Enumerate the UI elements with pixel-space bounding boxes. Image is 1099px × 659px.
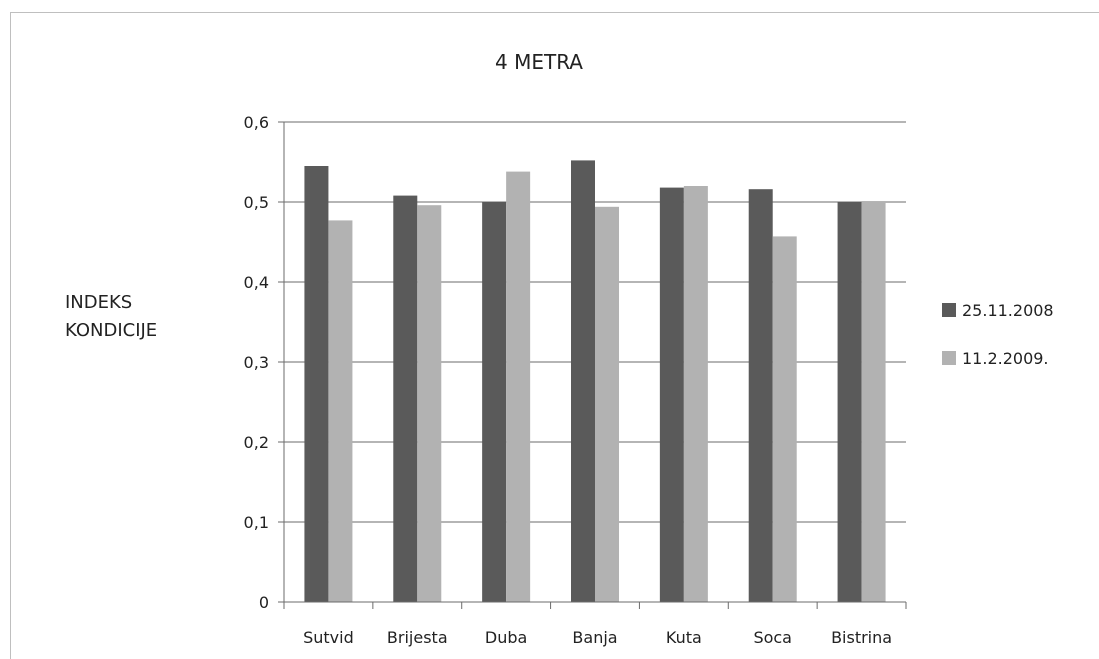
bar: [595, 206, 619, 603]
y-tick-label: 0: [259, 593, 269, 612]
y-tick-label: 0,4: [244, 273, 269, 292]
legend: 25.11.2008 11.2.2009.: [942, 301, 1054, 368]
legend-label: 11.2.2009.: [962, 349, 1049, 368]
chart-title: 4 METRA: [495, 50, 583, 74]
legend-label: 25.11.2008: [962, 301, 1054, 320]
legend-swatch: [942, 303, 956, 317]
axes: [278, 121, 907, 609]
y-tick-label: 0,1: [244, 513, 269, 532]
bar: [304, 166, 329, 602]
x-tick-label: Sutvid: [303, 628, 354, 647]
legend-swatch: [942, 351, 956, 365]
x-tick-labels: Sutvid Brijesta Duba Banja Kuta Soca Bistrina: [303, 628, 892, 647]
bar: [328, 220, 353, 602]
y-axis-label-line-1: INDEKS: [65, 292, 132, 313]
y-axis-label-line-2: KONDICIJE: [65, 320, 157, 341]
x-tick-label: Banja: [572, 628, 617, 647]
bar: [506, 171, 531, 602]
x-tick-label: Kuta: [666, 628, 702, 647]
y-tick-label: 0,5: [244, 193, 269, 212]
bar: [837, 202, 862, 602]
chart-frame: [10, 12, 1099, 659]
x-tick-label: Duba: [485, 628, 527, 647]
y-tick-label: 0,6: [244, 113, 269, 132]
x-tick-label: Brijesta: [387, 628, 448, 647]
x-tick-label: Soca: [753, 628, 792, 647]
bars: [304, 160, 886, 603]
bar: [393, 195, 418, 602]
y-tick-label: 0,3: [244, 353, 269, 372]
bar: [683, 186, 708, 602]
bar: [482, 202, 507, 602]
bar: [659, 187, 684, 602]
y-tick-label: 0,2: [244, 433, 269, 452]
x-tick-label: Bistrina: [831, 628, 892, 647]
y-tick-labels: 0 0,1 0,2 0,3 0,4 0,5 0,6: [244, 113, 269, 612]
bar: [772, 236, 797, 602]
bar: [571, 160, 595, 602]
bar: [861, 202, 886, 602]
bar: [748, 189, 773, 602]
bar: [417, 205, 442, 602]
